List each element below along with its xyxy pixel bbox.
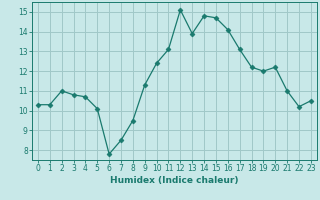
X-axis label: Humidex (Indice chaleur): Humidex (Indice chaleur) (110, 176, 239, 185)
